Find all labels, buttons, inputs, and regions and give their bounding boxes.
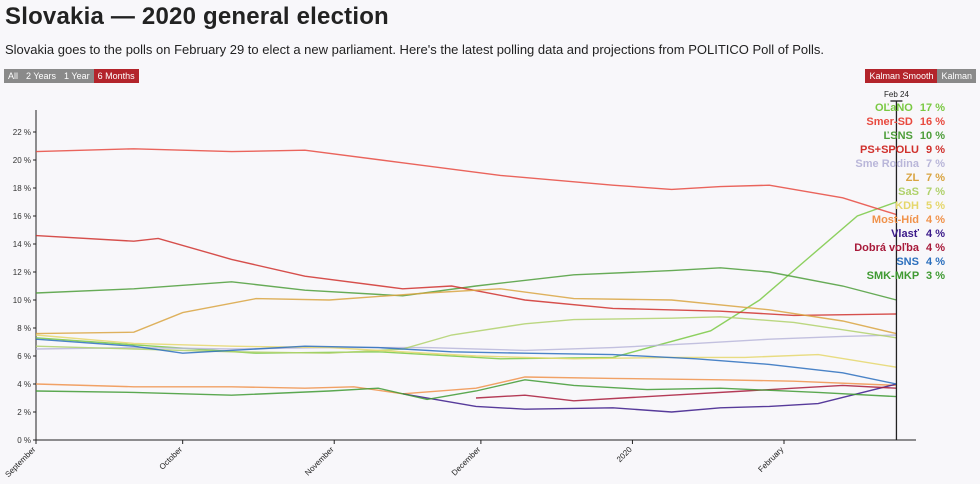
end-label-kdh: KDH 5 % bbox=[895, 200, 945, 212]
series-line-zl bbox=[35, 288, 897, 335]
range-button-all[interactable]: All bbox=[4, 69, 23, 83]
series-line-sme-rodina bbox=[35, 334, 897, 352]
range-button-6-months[interactable]: 6 Months bbox=[93, 69, 139, 83]
end-label-most-h-d: Most-Híd 4 % bbox=[872, 214, 945, 226]
y-tick-label: 18 % bbox=[13, 184, 31, 193]
current-date-marker: Feb 24 bbox=[884, 90, 909, 440]
y-tick-label: 2 % bbox=[17, 408, 31, 417]
x-tick-label: October bbox=[158, 445, 185, 472]
series-line--sns bbox=[35, 267, 897, 301]
series-line-smer-sd bbox=[35, 148, 897, 216]
end-label-sas: SaS 7 % bbox=[898, 186, 945, 198]
end-label-ps-spolu: PS+SPOLU 9 % bbox=[860, 144, 945, 156]
end-label--sns: ĽSNS 10 % bbox=[884, 130, 946, 142]
series-line-kdh bbox=[35, 334, 897, 368]
x-tick-label: November bbox=[303, 445, 336, 478]
end-label-smer-sd: Smer-SD 16 % bbox=[866, 116, 945, 128]
series-line-vlas- bbox=[402, 383, 897, 413]
y-tick-label: 8 % bbox=[17, 324, 31, 333]
x-tick-label: December bbox=[450, 445, 483, 478]
x-axis: September October November December 2020 Febr… bbox=[3, 439, 916, 479]
kalman-button[interactable]: Kalman bbox=[937, 69, 976, 83]
end-label-smk-mkp: SMK-MKP 3 % bbox=[867, 270, 946, 282]
series-line-smk-mkp bbox=[35, 379, 897, 401]
range-button-group: All 2 Years 1 Year 6 Months bbox=[4, 69, 139, 83]
y-tick-label: 12 % bbox=[13, 268, 31, 277]
y-axis: 0 % 2 % 4 % 6 % 8 % 10 % 12 % 14 % 16 % 18 % 20 % 2… bbox=[13, 110, 37, 445]
series-lines bbox=[35, 148, 897, 413]
page-title: Slovakia — 2020 general election bbox=[5, 3, 389, 30]
series-line-ps-spolu bbox=[35, 234, 897, 317]
x-tick-label: February bbox=[756, 445, 785, 474]
y-tick-label: 4 % bbox=[17, 380, 31, 389]
kalman-smooth-button[interactable]: Kalman Smooth bbox=[865, 69, 938, 83]
y-tick-label: 22 % bbox=[13, 128, 31, 137]
range-button-1-year[interactable]: 1 Year bbox=[60, 69, 94, 83]
y-tick-label: 6 % bbox=[17, 352, 31, 361]
end-label-sme-rodina: Sme Rodina 7 % bbox=[855, 158, 945, 170]
series-line-most-h-d bbox=[35, 376, 897, 395]
y-tick-label: 16 % bbox=[13, 212, 31, 221]
y-tick-label: 14 % bbox=[13, 240, 31, 249]
y-tick-label: 20 % bbox=[13, 156, 31, 165]
current-date-label: Feb 24 bbox=[884, 90, 909, 99]
end-labels: OĽaNO 17 % Smer-SD 16 % ĽSNS 10 % PS+SPOLU … bbox=[854, 102, 945, 282]
end-label-dobr-vo-ba: Dobrá voľba 4 % bbox=[854, 242, 945, 254]
x-tick-label: September bbox=[3, 445, 37, 479]
y-tick-label: 10 % bbox=[13, 296, 31, 305]
range-button-2-years[interactable]: 2 Years bbox=[22, 69, 61, 83]
end-label-vlas-: Vlasť 4 % bbox=[891, 228, 945, 240]
end-label-zl: ZL 7 % bbox=[906, 172, 945, 184]
end-label-o-ano: OĽaNO 17 % bbox=[875, 102, 945, 114]
series-line-sns bbox=[35, 338, 897, 385]
page-subtitle: Slovakia goes to the polls on February 2… bbox=[5, 42, 825, 57]
x-tick-label: 2020 bbox=[615, 445, 634, 464]
end-label-sns: SNS 4 % bbox=[896, 256, 945, 268]
series-line-dobr-vo-ba bbox=[475, 384, 897, 402]
y-tick-label: 0 % bbox=[17, 436, 31, 445]
series-line-o-ano bbox=[35, 201, 897, 360]
poll-chart[interactable]: 0 % 2 % 4 % 6 % 8 % 10 % 12 % 14 % 16 % 18 % 20 % 2… bbox=[0, 85, 980, 484]
smoothing-button-group: Kalman Smooth Kalman bbox=[865, 69, 976, 83]
